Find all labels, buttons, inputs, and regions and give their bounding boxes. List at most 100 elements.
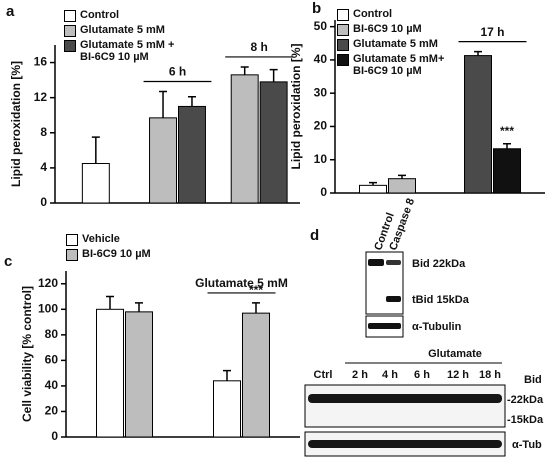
legend-entry: Glutamate 5 mM [337, 38, 448, 51]
legend: Control BI-6C9 10 µM Glutamate 5 mM Glutama… [337, 8, 448, 79]
legend: Vehicle BI-6C9 10 µM [66, 233, 151, 263]
y-tick-label: 0 [320, 185, 327, 199]
group-label: 6 h [169, 65, 186, 79]
band [368, 259, 384, 266]
error-bar [187, 96, 196, 107]
error-bar [135, 302, 143, 312]
legend-label: Glutamate 5 mM [353, 38, 438, 50]
legend-entry: Glutamate 5 mM [64, 24, 175, 37]
legend-swatch [337, 39, 349, 51]
legend-swatch [64, 40, 76, 52]
legend-label: BI-6C9 10 µM [353, 23, 422, 35]
legend-swatch [64, 10, 76, 22]
band [368, 323, 401, 329]
legend: Control Glutamate 5 mM Glutamate 5 mM + BI… [64, 9, 175, 65]
legend-swatch [337, 24, 349, 36]
bar [242, 312, 270, 438]
marker-label: -22kDa [507, 394, 544, 406]
band-label: tBid 15kDa [412, 294, 470, 306]
legend-label: Glutamate 5 mM + BI-6C9 10 µM [80, 39, 175, 63]
error-bar [91, 136, 100, 164]
panel-label: d [310, 227, 319, 244]
band-label: Bid 22kDa [412, 258, 466, 270]
legend-label: Glutamate 5 mM+ BI-6C9 10 µM [353, 53, 445, 77]
y-axis-label: Cell viability [% control] [20, 286, 34, 422]
legend-swatch [64, 25, 76, 37]
bar [388, 178, 416, 194]
error-bar [106, 295, 114, 310]
legend-swatch [66, 249, 78, 261]
group-label: 17 h [480, 25, 504, 39]
bar [125, 311, 153, 438]
band [308, 440, 502, 448]
error-bar [159, 90, 168, 118]
lane-label: 6 h [414, 369, 430, 381]
error-bar [223, 369, 231, 381]
annotation: *** [500, 124, 514, 138]
y-tick-label: 0 [40, 195, 47, 209]
y-tick-label: 50 [314, 19, 328, 33]
legend-label: BI-6C9 10 µM [82, 248, 151, 260]
error-bar [503, 143, 511, 149]
y-tick-label: 0 [51, 429, 58, 443]
y-axis-label: Lipid peroxidation [%] [289, 44, 303, 170]
legend-entry: Vehicle [66, 233, 151, 246]
y-tick-label: 12 [34, 90, 48, 104]
error-bar [240, 66, 249, 75]
group-label: 8 h [250, 40, 267, 54]
legend-entry: Control [64, 9, 175, 22]
legend-swatch [66, 234, 78, 246]
marker-label: -15kDa [507, 414, 544, 426]
lane-label: 12 h [447, 369, 469, 381]
y-tick-label: 120 [38, 276, 58, 290]
legend-entry: Glutamate 5 mM+ BI-6C9 10 µM [337, 53, 448, 77]
bar [149, 117, 178, 204]
error-bar [369, 181, 377, 186]
y-tick-label: 40 [45, 378, 59, 392]
bar [178, 105, 206, 204]
y-tick-label: 8 [40, 125, 47, 139]
y-tick-label: 16 [34, 55, 48, 69]
bar [359, 184, 387, 194]
band [308, 394, 502, 403]
error-bar [269, 68, 278, 82]
bar [213, 380, 241, 438]
error-bar [398, 174, 406, 179]
error-bar [252, 302, 260, 314]
legend-entry: Control [337, 8, 448, 21]
lane-label: 18 h [479, 369, 501, 381]
y-tick-label: 30 [314, 85, 328, 99]
bar [493, 148, 521, 194]
panel-label: a [6, 3, 15, 20]
group-label: Glutamate 5 mM [195, 276, 288, 290]
band [386, 260, 401, 265]
y-tick-label: 60 [45, 353, 59, 367]
annotation: *** [249, 283, 263, 297]
legend-label: Control [353, 8, 393, 20]
y-tick-label: 10 [314, 152, 328, 166]
legend-entry: Glutamate 5 mM + BI-6C9 10 µM [64, 39, 175, 63]
bar [259, 81, 288, 204]
legend-label: Glutamate 5 mM [80, 24, 165, 36]
bar [96, 308, 124, 438]
bar [464, 55, 492, 194]
error-bar [474, 50, 482, 56]
loading-label: α-Tub [512, 439, 542, 451]
y-axis-label: Lipid peroxidation [%] [9, 61, 23, 187]
legend-swatch [337, 9, 349, 21]
legend-swatch [337, 54, 349, 66]
bar [81, 163, 110, 204]
panel-label: c [4, 253, 12, 270]
y-tick-label: 100 [38, 301, 58, 315]
treatment-label: Glutamate [428, 348, 482, 360]
legend-label: Vehicle [82, 233, 120, 245]
band [386, 296, 401, 302]
y-tick-label: 20 [314, 119, 328, 133]
legend-label: Control [80, 9, 120, 21]
lane-label: 2 h [352, 369, 368, 381]
y-tick-label: 4 [40, 160, 47, 174]
legend-entry: BI-6C9 10 µM [337, 23, 448, 36]
blot-frame [304, 384, 506, 428]
